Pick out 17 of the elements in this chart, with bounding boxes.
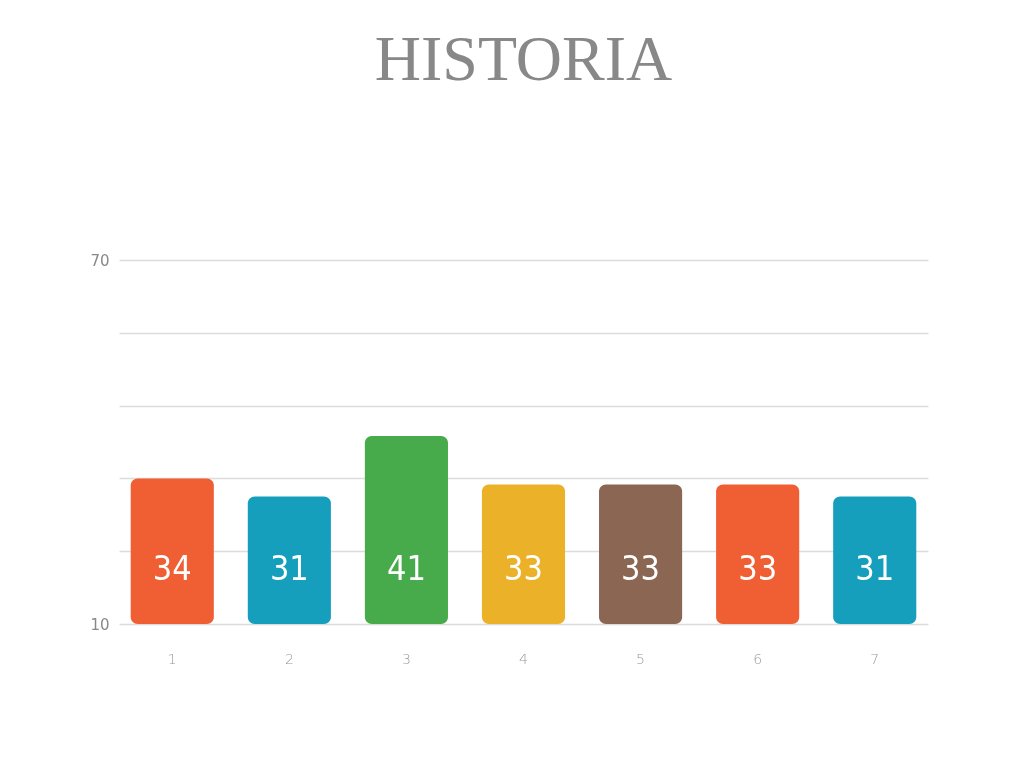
chart-title: HISTORIA (374, 23, 673, 94)
x-tick-label: 1 (167, 650, 177, 667)
data-label: 41 (386, 548, 426, 588)
x-tick-label: 4 (519, 650, 528, 667)
x-tick-label: 3 (401, 650, 411, 667)
y-tick-label: 10 (90, 615, 110, 634)
x-tick-label: 7 (870, 650, 880, 667)
x-tick-label: 5 (636, 650, 646, 667)
data-label: 33 (504, 548, 543, 588)
y-tick-label: 70 (90, 251, 110, 270)
data-label: 33 (738, 548, 778, 588)
data-label: 33 (621, 548, 661, 588)
x-tick-label: 2 (284, 650, 294, 667)
data-label: 31 (269, 548, 309, 588)
data-label: 31 (855, 548, 895, 588)
data-label: 34 (152, 548, 192, 588)
x-tick-label: 6 (753, 650, 763, 667)
